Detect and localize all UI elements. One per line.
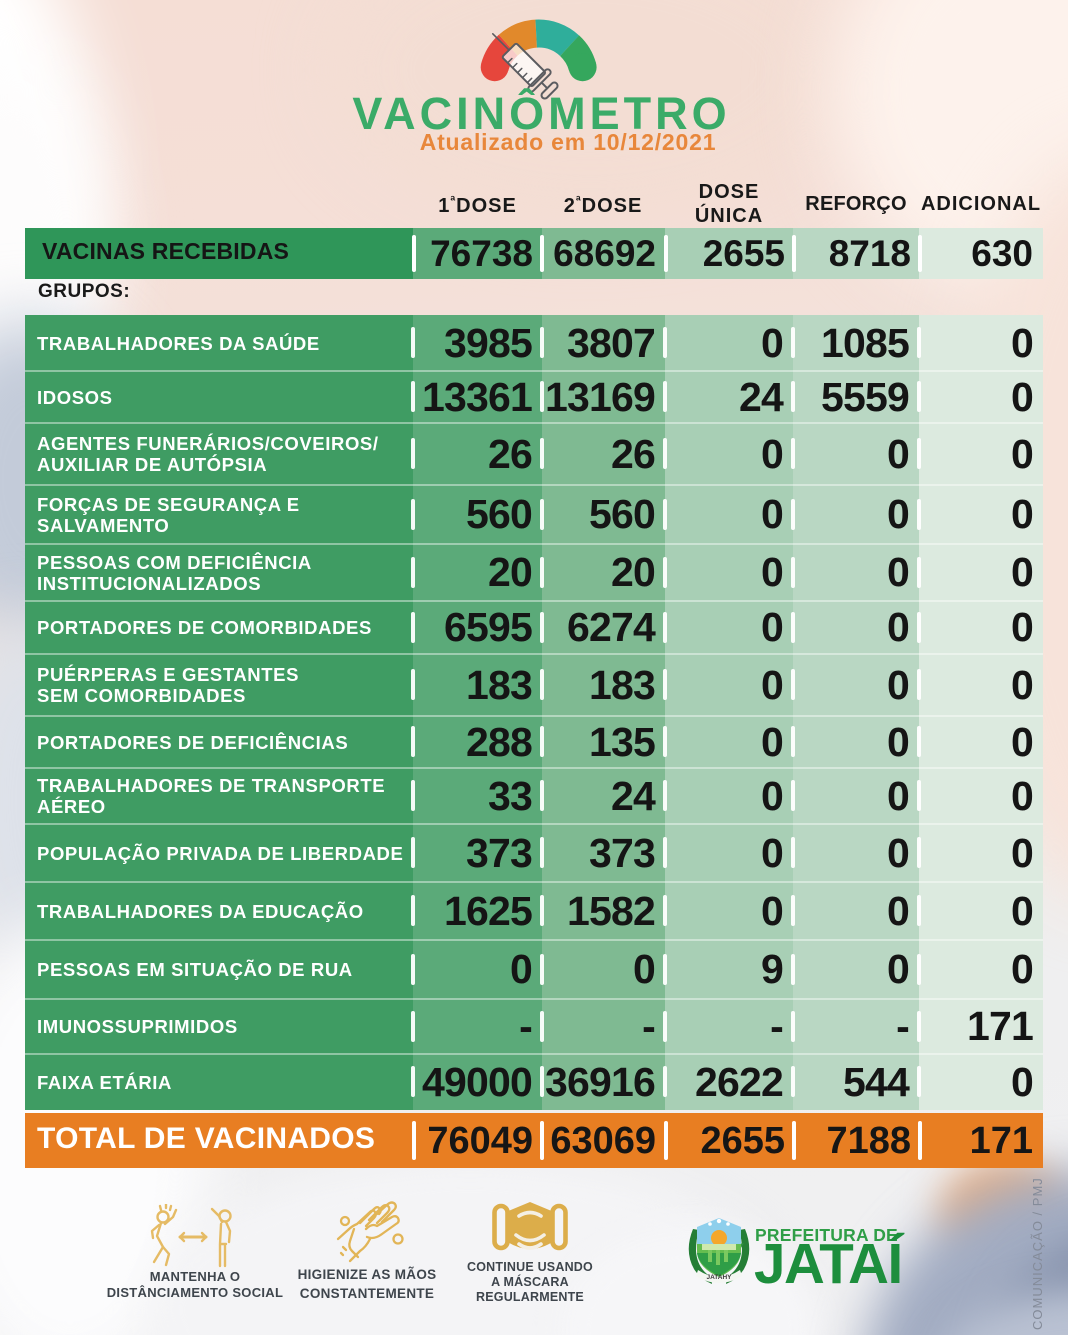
svg-text:JATAHY: JATAHY — [706, 1274, 732, 1281]
